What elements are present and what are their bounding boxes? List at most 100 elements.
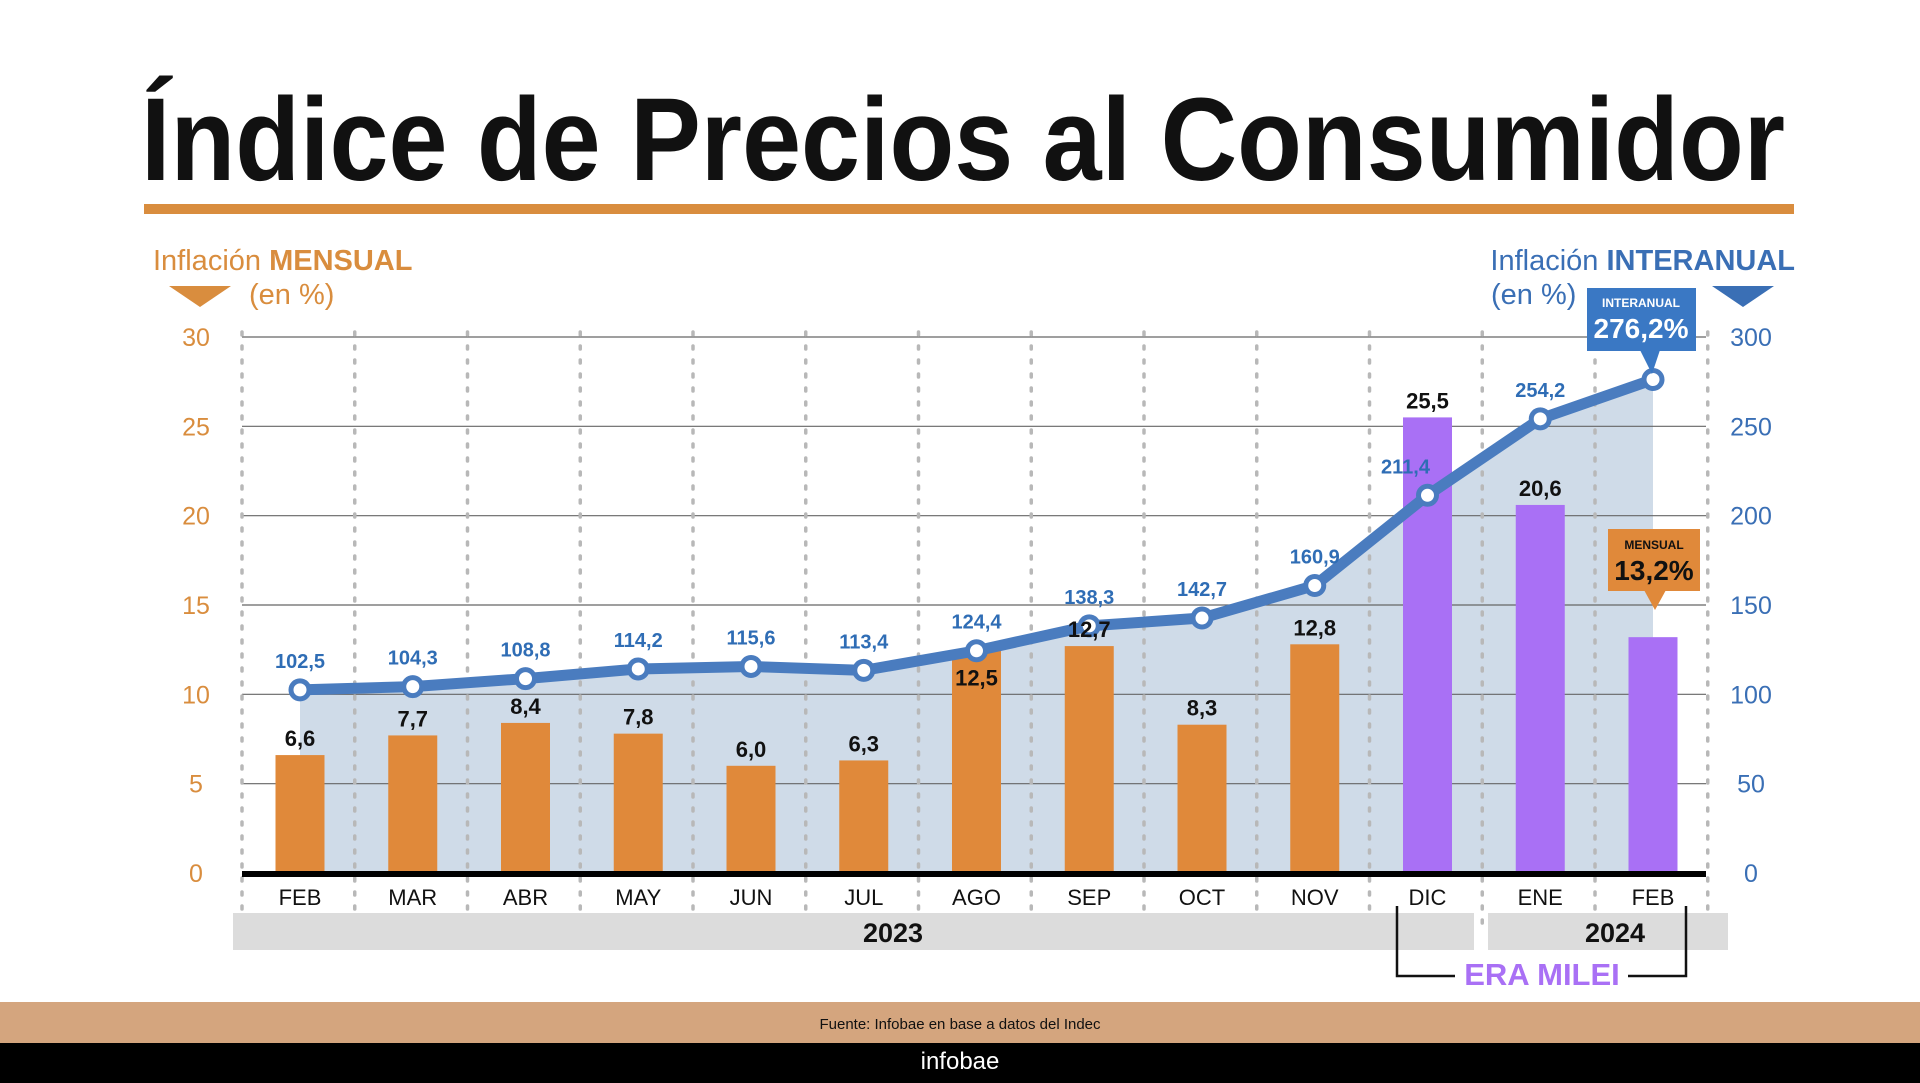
month-label: MAR: [388, 885, 437, 910]
month-label: NOV: [1291, 885, 1339, 910]
right-axis-unit: (en %): [1491, 279, 1576, 311]
left-axis-unit: (en %): [249, 279, 334, 311]
left-tick-label: 5: [189, 771, 203, 799]
bar-mensual: [388, 735, 438, 873]
bar-mensual: [1515, 504, 1565, 873]
left-axis-title: Inflación MENSUAL: [153, 245, 412, 277]
left-tick-label: 25: [182, 413, 210, 441]
left-tick-label: 20: [182, 503, 210, 531]
callout-interanual-label: INTERANUAL: [1602, 296, 1680, 310]
right-tick-label: 0: [1744, 860, 1758, 888]
bar-value-label: 8,4: [510, 694, 541, 719]
callout-mensual-pointer: [1644, 590, 1666, 610]
interanual-point: [1641, 368, 1665, 392]
month-label: MAY: [615, 885, 661, 910]
title-rule: [144, 204, 1794, 214]
month-label: AGO: [952, 885, 1001, 910]
interanual-point: [1077, 614, 1101, 638]
left-tick-label: 10: [182, 681, 210, 709]
year-label-2024: 2024: [1585, 918, 1645, 948]
month-label: JUN: [730, 885, 773, 910]
callout-interanual-value: 276,2%: [1594, 313, 1689, 344]
month-label: SEP: [1067, 885, 1111, 910]
interanual-value-label: 104,3: [388, 648, 438, 670]
callout-interanual-pointer: [1640, 350, 1660, 374]
interanual-value-label: 211,4: [1381, 456, 1431, 478]
bar-mensual: [839, 760, 889, 873]
bar-mensual: [1177, 724, 1227, 873]
right-tick-label: 150: [1730, 592, 1772, 620]
month-label: DIC: [1409, 885, 1447, 910]
interanual-point: [739, 654, 763, 678]
bar-value-label: 7,7: [397, 706, 428, 731]
interanual-point: [1303, 574, 1327, 598]
year-label-2023: 2023: [863, 918, 923, 948]
callout-interanual-box: [1587, 288, 1696, 351]
era-bracket-left: [1395, 906, 1455, 978]
right-axis-title: Inflación INTERANUAL: [1490, 245, 1795, 277]
bar-value-label: 25,5: [1406, 388, 1449, 413]
brand-band: [0, 1043, 1920, 1083]
bar-value-label: 20,6: [1519, 476, 1562, 501]
left-tick-label: 30: [182, 324, 210, 352]
bar-mensual: [275, 755, 325, 873]
era-milei-label: ERA MILEI: [1464, 957, 1620, 992]
month-label: FEB: [1632, 885, 1675, 910]
month-label: OCT: [1179, 885, 1225, 910]
right-tick-label: 200: [1730, 503, 1772, 531]
interanual-value-label: 160,9: [1290, 547, 1340, 569]
bar-mensual: [726, 765, 776, 873]
bar-value-label: 6,0: [736, 737, 767, 762]
interanual-value-label: 254,2: [1515, 380, 1565, 402]
bar-mensual: [952, 649, 1001, 873]
right-tick-label: 100: [1730, 681, 1772, 709]
bar-value-label: 7,8: [623, 705, 654, 730]
left-tick-label: 0: [189, 860, 203, 888]
interanual-point: [514, 667, 537, 691]
era-bracket-right: [1628, 906, 1688, 978]
bar-mensual: [1628, 637, 1678, 873]
source-text: Fuente: Infobae en base a datos del Inde…: [819, 1016, 1101, 1033]
right-tick-label: 300: [1730, 324, 1772, 352]
callout-mensual-value: 13,2%: [1614, 555, 1693, 586]
year-band-2024: [1488, 913, 1728, 950]
interanual-point: [965, 639, 988, 663]
interanual-point: [1416, 483, 1439, 507]
source-band: [0, 1002, 1920, 1043]
bar-mensual: [501, 722, 550, 873]
bar-mensual: [1290, 644, 1340, 873]
interanual-point: [852, 658, 876, 682]
interanual-value-label: 102,5: [275, 651, 325, 673]
left-triangle-icon: [169, 286, 231, 307]
interanual-point: [1190, 606, 1214, 630]
month-label: JUL: [844, 885, 883, 910]
interanual-value-label: 114,2: [614, 630, 663, 652]
left-tick-label: 15: [182, 592, 210, 620]
brand-logo: infobae: [921, 1048, 1000, 1075]
interanual-value-label: 113,4: [839, 631, 889, 653]
callout-mensual-label: MENSUAL: [1624, 538, 1683, 552]
interanual-point: [288, 678, 312, 702]
month-label: FEB: [279, 885, 322, 910]
interanual-value-label: 142,7: [1177, 579, 1227, 601]
interanual-point: [626, 657, 650, 681]
month-label: ABR: [503, 885, 548, 910]
page-title: Índice de Precios al Consumidor: [141, 74, 1785, 206]
interanual-point: [1528, 407, 1552, 431]
interanual-value-label: 108,8: [500, 640, 550, 662]
bar-value-label: 6,3: [848, 731, 879, 756]
interanual-value-label: 138,3: [1064, 587, 1114, 609]
interanual-point: [401, 675, 425, 699]
bar-mensual: [1064, 646, 1114, 873]
right-triangle-icon: [1712, 286, 1774, 307]
bar-value-label: 12,8: [1293, 615, 1336, 640]
bar-value-label: 12,5: [955, 666, 998, 691]
bar-value-label: 8,3: [1187, 696, 1218, 721]
right-tick-label: 50: [1737, 771, 1765, 799]
interanual-value-label: 115,6: [727, 627, 776, 649]
bar-value-label: 6,6: [285, 726, 316, 751]
year-band-2023: [233, 913, 1474, 950]
bar-value-label: 12,7: [1068, 617, 1111, 642]
